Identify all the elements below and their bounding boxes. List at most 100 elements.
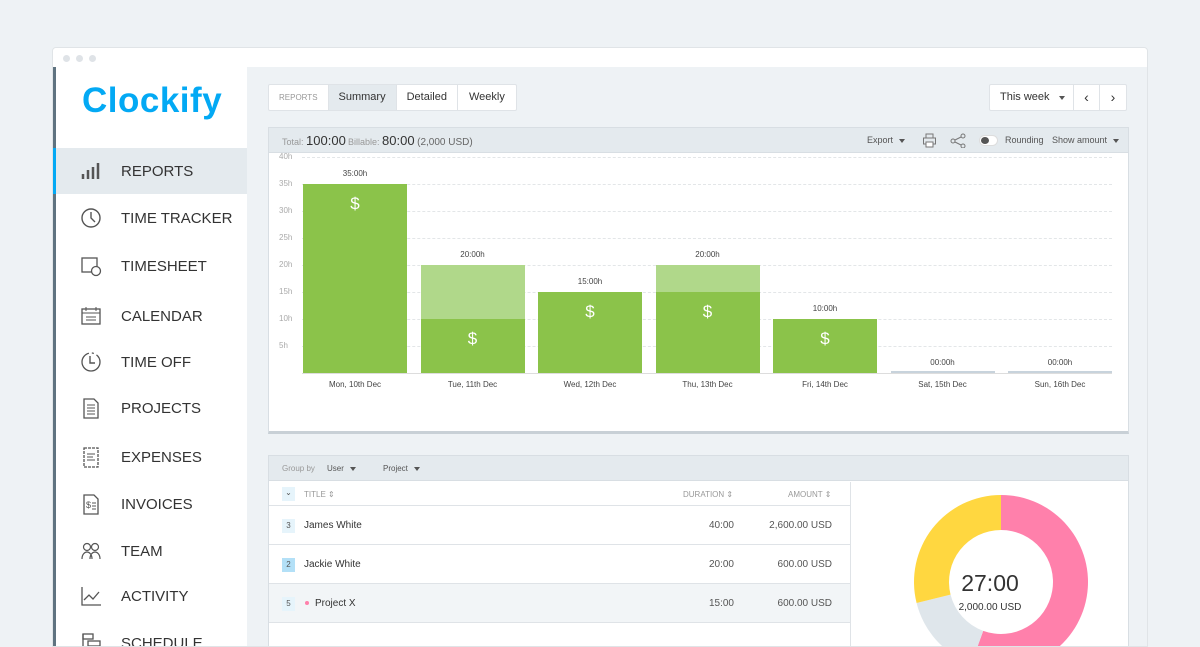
- y-tick-label: 15h: [279, 287, 292, 296]
- title-column-header[interactable]: TITLE ⇕: [304, 490, 335, 499]
- sidebar-item-label: TEAM: [121, 543, 163, 560]
- invoice-icon: $: [80, 493, 102, 515]
- caret-down-icon: [1113, 139, 1119, 146]
- bar-non-billable[interactable]: [421, 265, 525, 319]
- timesheet-icon: [80, 255, 102, 277]
- donut-amount: 2,000.00 USD: [851, 602, 1129, 613]
- entry-count-badge: 5: [282, 597, 295, 611]
- caret-down-icon: [1059, 96, 1065, 103]
- entry-count-badge: 3: [282, 519, 295, 533]
- duration-header-label: DURATION: [683, 490, 724, 499]
- window-dot: [89, 55, 96, 62]
- sidebar-item-label: TIMESHEET: [121, 258, 207, 275]
- rounding-toggle[interactable]: [979, 135, 998, 146]
- row-title: James White: [304, 520, 362, 531]
- entry-count-badge: 2: [282, 558, 295, 572]
- table-row[interactable]: 2 Jackie White 20:00 600.00 USD: [269, 545, 850, 584]
- sidebar-item-reports[interactable]: REPORTS: [53, 148, 247, 194]
- tab-detailed[interactable]: Detailed: [397, 85, 458, 110]
- share-icon[interactable]: [950, 133, 966, 148]
- group-by-project-select[interactable]: Project: [383, 456, 420, 481]
- sidebar-item-time-tracker[interactable]: TIME TRACKER: [56, 195, 247, 241]
- sidebar-item-label: ACTIVITY: [121, 588, 189, 605]
- billable-dollar-icon: $: [538, 302, 642, 322]
- sidebar-item-label: TIME OFF: [121, 354, 191, 371]
- sidebar-item-schedule[interactable]: SCHEDULE: [56, 620, 247, 647]
- export-dropdown[interactable]: Export: [867, 128, 905, 153]
- summary-header: Total: 100:00 Billable: 80:00 (2,000 USD…: [269, 128, 1128, 153]
- prev-week-button[interactable]: ‹: [1074, 85, 1100, 110]
- window-dot: [76, 55, 83, 62]
- sidebar-item-label: EXPENSES: [121, 449, 202, 466]
- activity-icon: [80, 585, 102, 607]
- row-duration: 15:00: [709, 598, 734, 609]
- total-value: 100:00: [306, 133, 346, 148]
- sidebar-item-expenses[interactable]: EXPENSES: [56, 434, 247, 480]
- row-amount: 2,600.00 USD: [769, 520, 832, 531]
- billable-value: 80:00: [382, 133, 415, 148]
- group-by-user-select[interactable]: User: [327, 456, 356, 481]
- sidebar-item-calendar[interactable]: CALENDAR: [56, 293, 247, 339]
- amount-column-header[interactable]: AMOUNT ⇕: [788, 490, 831, 499]
- x-tick-label: Tue, 11th Dec: [418, 380, 528, 389]
- x-tick-label: Fri, 14th Dec: [770, 380, 880, 389]
- sidebar-item-label: TIME TRACKER: [121, 210, 232, 227]
- x-tick-label: Thu, 13th Dec: [653, 380, 763, 389]
- show-amount-dropdown[interactable]: Show amount: [1052, 128, 1119, 153]
- y-tick-label: 35h: [279, 179, 292, 188]
- billable-label: Billable:: [348, 137, 380, 147]
- document-icon: [80, 397, 102, 419]
- collapse-toggle-icon[interactable]: ⌄: [282, 487, 295, 501]
- sidebar-item-label: SCHEDULE: [121, 635, 203, 647]
- table-row[interactable]: 3 James White 40:00 2,600.00 USD: [269, 506, 850, 545]
- y-tick-label: 25h: [279, 233, 292, 242]
- tab-weekly[interactable]: Weekly: [458, 85, 516, 110]
- group-user-label: User: [327, 464, 344, 473]
- sidebar-item-time-off[interactable]: TIME OFF: [56, 339, 247, 385]
- group-project-label: Project: [383, 464, 408, 473]
- export-label: Export: [867, 135, 893, 145]
- billable-dollar-icon: $: [303, 194, 407, 214]
- sidebar-item-team[interactable]: TEAM: [56, 528, 247, 574]
- donut-svg: [851, 482, 1129, 647]
- report-tabs: REPORTS Summary Detailed Weekly: [268, 84, 517, 111]
- y-tick-label: 30h: [279, 206, 292, 215]
- logo[interactable]: Clockify: [82, 81, 222, 121]
- sidebar: Clockify REPORTS TIME TRACKER TIMESHEET CAL…: [53, 67, 247, 647]
- window-dot: [63, 55, 70, 62]
- project-color-dot: [305, 601, 309, 605]
- next-week-button[interactable]: ›: [1100, 85, 1126, 110]
- gridline: [302, 184, 1112, 185]
- row-amount: 600.00 USD: [778, 559, 832, 570]
- y-tick-label: 10h: [279, 314, 292, 323]
- bar-data-label: 00:00h: [1005, 358, 1115, 367]
- x-tick-label: Sat, 15th Dec: [888, 380, 998, 389]
- sidebar-item-label: CALENDAR: [121, 308, 203, 325]
- print-icon[interactable]: [922, 133, 937, 148]
- date-range-select[interactable]: This week: [990, 85, 1074, 110]
- chart-panel: Total: 100:00 Billable: 80:00 (2,000 USD…: [268, 127, 1129, 434]
- reports-label: REPORTS: [269, 85, 329, 110]
- group-by-label: Group by: [282, 456, 315, 481]
- bar-non-billable[interactable]: [656, 265, 760, 292]
- x-tick-label: Sun, 16th Dec: [1005, 380, 1115, 389]
- duration-column-header[interactable]: DURATION ⇕: [683, 490, 733, 499]
- calendar-icon: [80, 305, 102, 327]
- tab-summary[interactable]: Summary: [329, 85, 397, 110]
- breakdown-panel: Group by User Project ⌄ TITLE ⇕ DURATION…: [268, 455, 1129, 647]
- gridline: [302, 157, 1112, 158]
- sidebar-item-label: REPORTS: [121, 163, 193, 180]
- svg-text:$: $: [86, 500, 91, 510]
- bar-data-label: 10:00h: [770, 304, 880, 313]
- sidebar-item-label: INVOICES: [121, 496, 193, 513]
- billable-dollar-icon: $: [421, 329, 525, 349]
- donut-total: 27:00: [851, 570, 1129, 597]
- sidebar-item-projects[interactable]: PROJECTS: [56, 385, 247, 431]
- sidebar-item-timesheet[interactable]: TIMESHEET: [56, 243, 247, 289]
- sidebar-item-invoices[interactable]: $ INVOICES: [56, 481, 247, 527]
- billable-dollar-icon: $: [773, 329, 877, 349]
- table-row[interactable]: 5 Project X 15:00 600.00 USD: [269, 584, 850, 623]
- row-title: Project X: [315, 598, 356, 609]
- sidebar-item-activity[interactable]: ACTIVITY: [56, 573, 247, 619]
